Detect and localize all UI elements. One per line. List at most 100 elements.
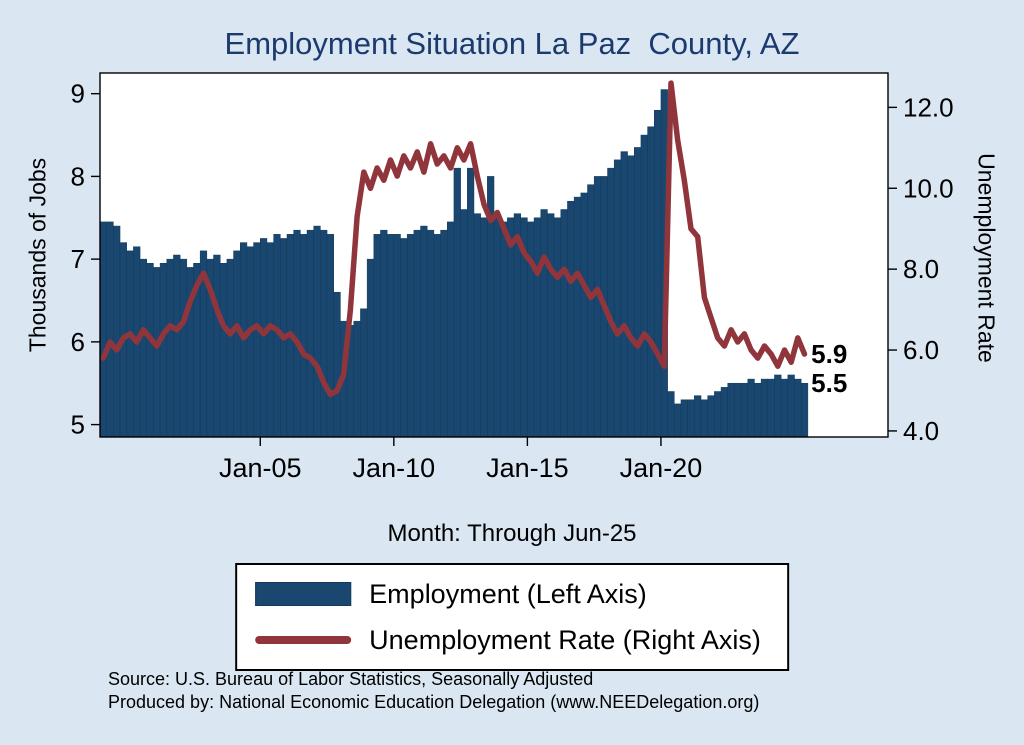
employment-bar [326,234,334,438]
employment-bar [533,217,542,438]
employment-bar [246,246,254,438]
employment-bar [99,221,107,438]
left-tick-label: 8 [71,161,85,191]
employment-bar [707,395,715,438]
source-note: Source: U.S. Bureau of Labor Statistics,… [108,668,759,714]
left-tick-label: 6 [71,327,85,357]
chart-title: Employment Situation La Paz County, AZ [224,26,800,61]
employment-bar [306,229,314,438]
employment-bar [507,217,515,438]
employment-bar [393,234,401,438]
legend: Employment (Left Axis) Unemployment Rate… [235,563,789,671]
employment-bar [780,378,789,438]
employment-bar [146,263,154,438]
employment-bar [253,242,261,438]
employment-bar [126,250,134,438]
employment-bar [433,234,441,438]
employment-bar [440,229,448,438]
employment-bar [373,234,381,438]
employment-bar [360,308,368,438]
employment-bar [760,378,769,438]
source-line-2: Produced by: National Economic Education… [108,692,760,712]
employment-end-label: 5.5 [811,368,847,398]
employment-bar [720,387,728,438]
employment-bar [547,213,555,438]
employment-bar [173,254,181,438]
employment-bar [580,192,588,438]
employment-bar [674,403,682,438]
employment-bar [166,258,174,438]
employment-bar [620,151,628,438]
employment-bar [113,225,121,438]
employment-bar [727,382,735,438]
plot-border [99,72,889,438]
employment-bar [353,320,361,438]
employment-bar [654,109,662,438]
employment-bar [139,258,148,438]
employment-bar [333,291,341,438]
employment-bar [593,176,602,438]
employment-bar [787,374,795,438]
unemployment-line-swatch [255,636,352,644]
employment-bar [567,200,575,438]
employment-bar [774,374,782,438]
employment-bar [740,382,749,438]
employment-bar [800,382,809,438]
employment-bar [647,126,655,438]
employment-bar [153,267,161,438]
employment-bar [219,263,228,438]
x-tick-label: Jan-05 [219,453,302,483]
employment-bar [406,234,415,438]
employment-bar [480,217,488,438]
right-tick-label: 6.0 [903,335,939,365]
employment-bar [179,258,188,438]
employment-bar [493,217,501,438]
employment-bar [426,229,435,438]
employment-bar [400,238,408,438]
employment-bar [226,258,234,438]
employment-bar [366,258,375,438]
employment-bar [627,155,635,438]
unemployment-rate-line [100,80,808,398]
employment-bar [320,229,328,438]
employment-bar [293,229,301,438]
x-axis-title: Month: Through Jun-25 [387,520,637,547]
employment-bar [420,225,428,438]
employment-bar [266,242,274,438]
employment-bar [553,217,562,438]
employment-bar [313,225,321,438]
employment-bar [460,209,468,438]
employment-bar [633,147,642,438]
employment-bar [500,221,508,438]
employment-bar [613,159,622,438]
employment-bar [159,263,168,438]
left-tick-label: 5 [71,410,85,440]
employment-bar [453,167,461,438]
x-tick-label: Jan-15 [486,453,569,483]
left-tick-label: 7 [71,244,85,274]
source-line-1: Source: U.S. Bureau of Labor Statistics,… [108,669,594,689]
chart-canvas: 5 6 7 8 9 4.0 6.0 8.0 10.0 12.0 Jan-05 Jan-10 Jan-15… [71,72,954,483]
unemployment-end-label: 5.9 [811,339,847,369]
employment-bar [473,213,481,438]
employment-bar [680,399,688,438]
employment-bar [213,254,221,438]
employment-bar-swatch [255,582,352,606]
employment-bar [447,221,455,438]
legend-item-unemployment: Unemployment Rate (Right Axis) [255,621,761,659]
employment-bar [573,196,582,438]
employment-bar [767,378,775,438]
right-tick-label: 8.0 [903,254,939,284]
employment-bar [734,382,742,438]
employment-bar [667,391,675,438]
employment-bar [233,250,241,438]
employment-bar [260,238,268,438]
right-tick-label: 4.0 [903,416,939,446]
employment-bar [467,167,475,438]
right-tick-label: 12.0 [903,92,954,122]
employment-bar [587,184,595,438]
employment-bar [640,134,648,438]
employment-bar [413,229,421,438]
employment-bar [747,378,755,438]
